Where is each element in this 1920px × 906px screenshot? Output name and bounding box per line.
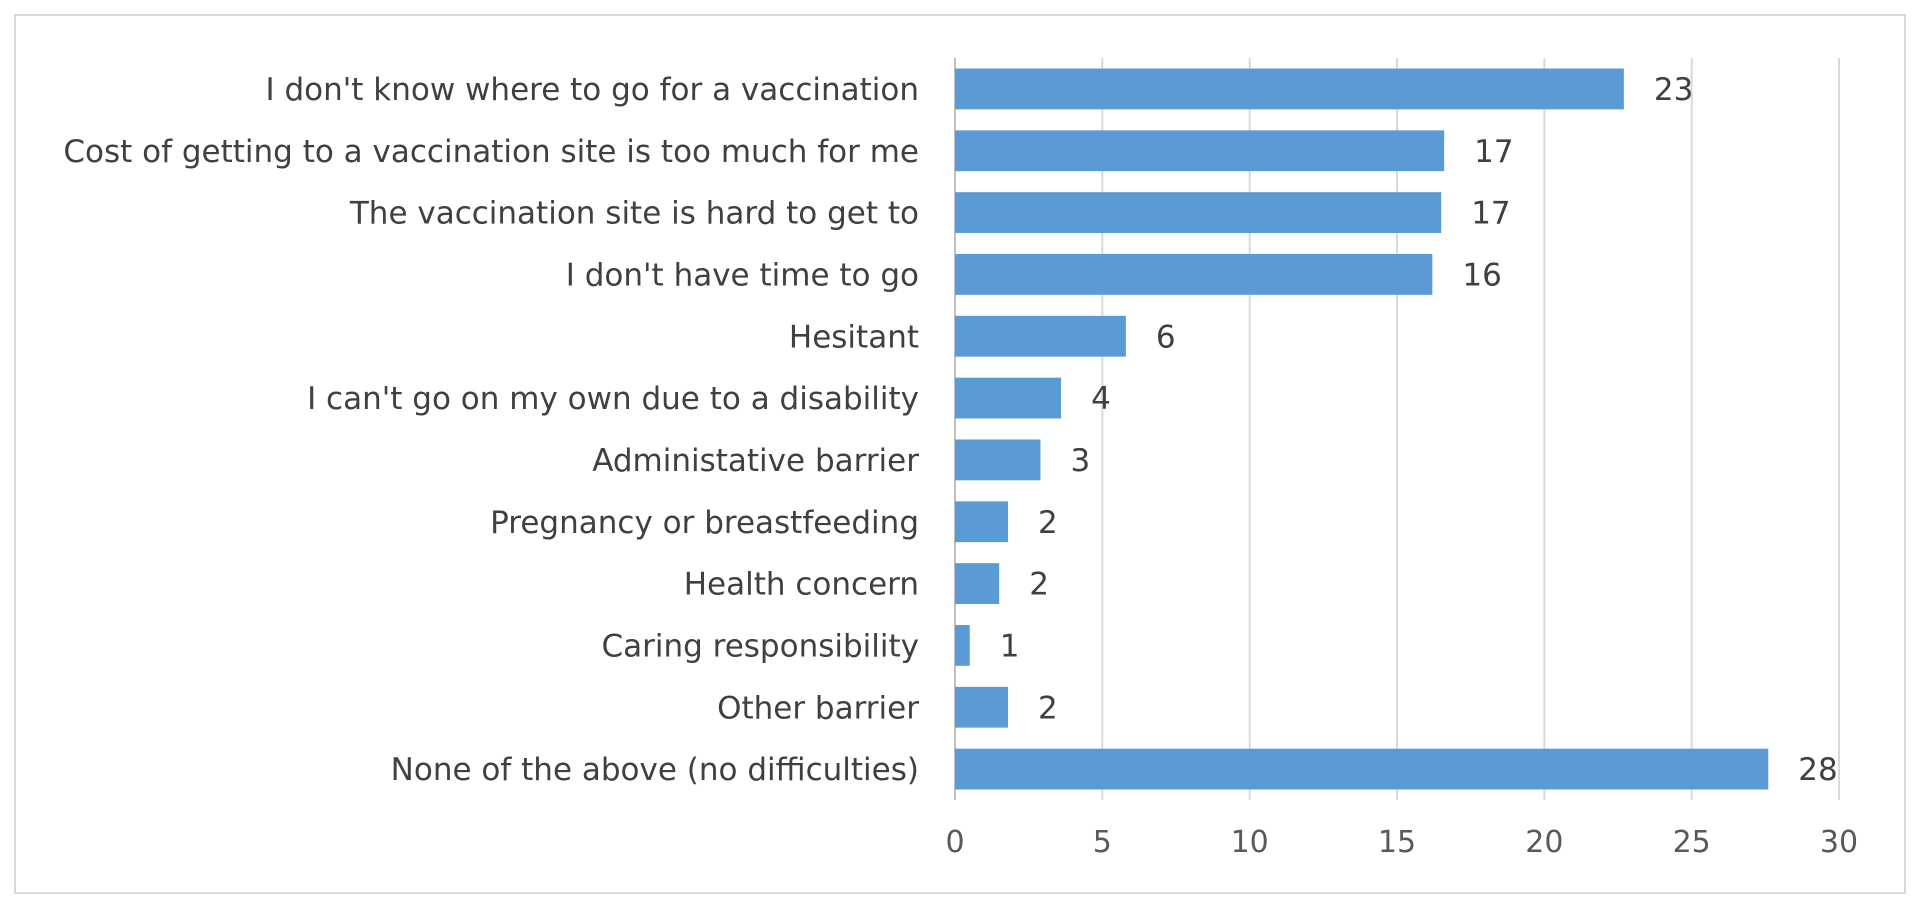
data-label: 2 [1038,690,1058,726]
bar [955,192,1442,233]
bar [955,439,1041,481]
data-label: 1 [1000,628,1020,664]
bar [955,563,1000,604]
bars [955,68,1769,790]
data-label: 6 [1156,319,1176,355]
bar [955,501,1009,543]
category-label: None of the above (no difficulties) [391,752,919,788]
category-label: Other barrier [717,690,919,726]
data-label: 28 [1798,752,1837,788]
data-label: 2 [1029,567,1049,603]
category-label: Health concern [684,567,919,603]
data-label: 3 [1070,443,1090,479]
category-label: Administative barrier [592,443,919,479]
bar [955,68,1624,110]
x-tick-label: 30 [1820,825,1858,860]
bar [955,686,1009,728]
bar [955,130,1445,172]
category-label: Pregnancy or breastfeeding [490,505,919,541]
x-tick-label: 15 [1378,825,1416,860]
category-label: Cost of getting to a vaccination site is… [63,134,919,170]
category-label: I don't know where to go for a vaccinati… [265,72,919,108]
bar [955,315,1126,357]
category-labels: I don't know where to go for a vaccinati… [63,72,919,788]
bar [955,625,970,666]
x-tick-label: 20 [1525,825,1563,860]
bar [955,254,1433,295]
category-label: The vaccination site is hard to get to [349,196,919,232]
bar [955,748,1769,790]
data-label: 4 [1091,381,1111,417]
data-label: 17 [1471,196,1510,232]
x-tick-label: 5 [1093,825,1112,860]
category-label: I can't go on my own due to a disability [307,381,919,417]
data-label: 23 [1654,72,1693,108]
data-label: 17 [1474,134,1513,170]
category-label: Caring responsibility [601,628,919,664]
x-axis-tick-labels: 0 5 10 15 20 25 30 [945,825,1858,860]
bar [955,377,1062,419]
x-tick-label: 0 [945,825,964,860]
category-label: I don't have time to go [566,257,919,293]
x-tick-label: 25 [1673,825,1711,860]
gridlines [954,58,1840,800]
data-label: 16 [1462,257,1501,293]
category-label: Hesitant [789,319,919,355]
x-tick-label: 10 [1231,825,1269,860]
data-label: 2 [1038,505,1058,541]
